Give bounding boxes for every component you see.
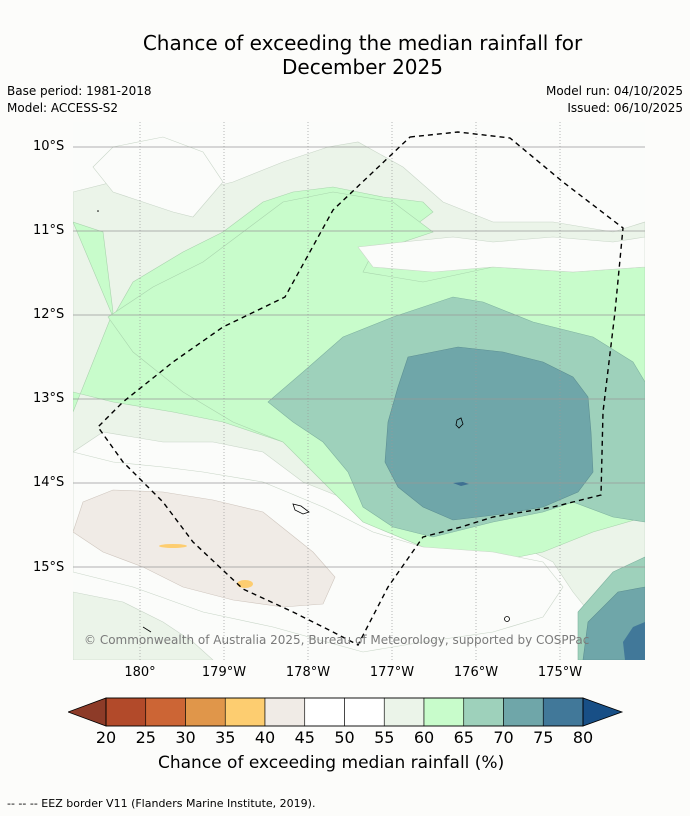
colorbar-tick: 65	[453, 728, 474, 747]
chart-title: Chance of exceeding the median rainfall …	[0, 31, 690, 79]
lon-label-179w: 179°W	[201, 665, 247, 680]
contour-70-75	[384, 346, 594, 521]
island-1	[455, 417, 464, 429]
issued-date: Issued: 06/10/2025	[567, 101, 683, 115]
colorbar-cell	[145, 697, 186, 727]
eez-border	[97, 131, 624, 646]
lon-label-177w: 177°W	[369, 665, 415, 680]
colorbar-cell	[185, 697, 226, 727]
contour-35-40-patch-2	[159, 544, 187, 548]
colorbar-over-arrow	[582, 697, 624, 727]
lon-label-175w: 175°W	[537, 665, 583, 680]
title-line-2: December 2025	[282, 55, 443, 79]
colorbar	[68, 697, 624, 727]
lat-label-14s: 14°S	[33, 475, 65, 490]
contour-50-55-ne	[357, 236, 645, 273]
colorbar-cell	[463, 697, 504, 727]
lon-label-176w: 176°W	[453, 665, 499, 680]
title-line-1: Chance of exceeding the median rainfall …	[142, 31, 583, 55]
island-6	[97, 210, 99, 212]
colorbar-tick: 20	[95, 728, 117, 747]
model-name: Model: ACCESS-S2	[7, 101, 119, 115]
colorbar-tick: 60	[413, 728, 435, 747]
colorbar-cell	[503, 697, 544, 727]
colorbar-cell	[383, 697, 425, 727]
meta-left: Base period: 1981-2018 Model: ACCESS-S2	[7, 83, 152, 117]
lat-label-10s: 10°S	[33, 139, 65, 154]
colorbar-tick: 55	[374, 728, 395, 747]
colorbar-cell	[105, 697, 147, 727]
base-period: Base period: 1981-2018	[7, 84, 152, 98]
island-2	[453, 482, 469, 486]
contour-40-45	[73, 489, 336, 608]
contour-75-80-south	[623, 622, 645, 660]
colorbar-tick: 35	[215, 728, 236, 747]
colorbar-cell	[304, 697, 345, 727]
graticule	[73, 122, 645, 660]
lat-label-11s: 11°S	[33, 223, 65, 238]
lat-label-13s: 13°S	[33, 391, 65, 406]
colorbar-cell	[542, 697, 584, 727]
colorbar-tick: 70	[493, 728, 514, 747]
model-run: Model run: 04/10/2025	[545, 84, 683, 98]
lat-label-12s: 12°S	[33, 307, 65, 322]
colorbar-tick: 75	[533, 728, 554, 747]
colorbar-cell	[224, 697, 266, 727]
contour-50-55-north	[92, 136, 224, 218]
lon-label-180: 180°	[124, 665, 156, 680]
island-5	[142, 626, 152, 633]
colorbar-cell	[423, 697, 465, 727]
colorbar-tick: 50	[334, 728, 355, 747]
colorbar-tick: 30	[175, 728, 196, 747]
colorbar-tick: 80	[572, 728, 594, 747]
colorbar-tick: 40	[254, 728, 276, 747]
copyright-notice: © Commonwealth of Australia 2025, Bureau…	[84, 633, 590, 647]
contour-35-40-patch	[237, 580, 253, 588]
island-3	[292, 503, 310, 515]
contour-55-60-sw	[73, 591, 214, 660]
map-panel	[73, 122, 645, 660]
map-svg	[73, 122, 645, 660]
footer-note: -- -- -- EEZ border V11 (Flanders Marine…	[7, 797, 316, 810]
colorbar-tick: 25	[135, 728, 156, 747]
colorbar-frame	[105, 697, 584, 727]
meta-right: Model run: 04/10/2025 Issued: 06/10/2025	[546, 83, 683, 117]
colorbar-tick: 45	[294, 728, 315, 747]
colorbar-under-arrow	[68, 697, 107, 727]
colorbar-cell	[264, 697, 306, 727]
lat-label-15s: 15°S	[33, 560, 65, 575]
colorbar-label: Chance of exceeding median rainfall (%)	[158, 753, 505, 773]
lon-label-178w: 178°W	[285, 665, 331, 680]
island-4	[504, 616, 510, 622]
colorbar-cell	[344, 697, 385, 727]
